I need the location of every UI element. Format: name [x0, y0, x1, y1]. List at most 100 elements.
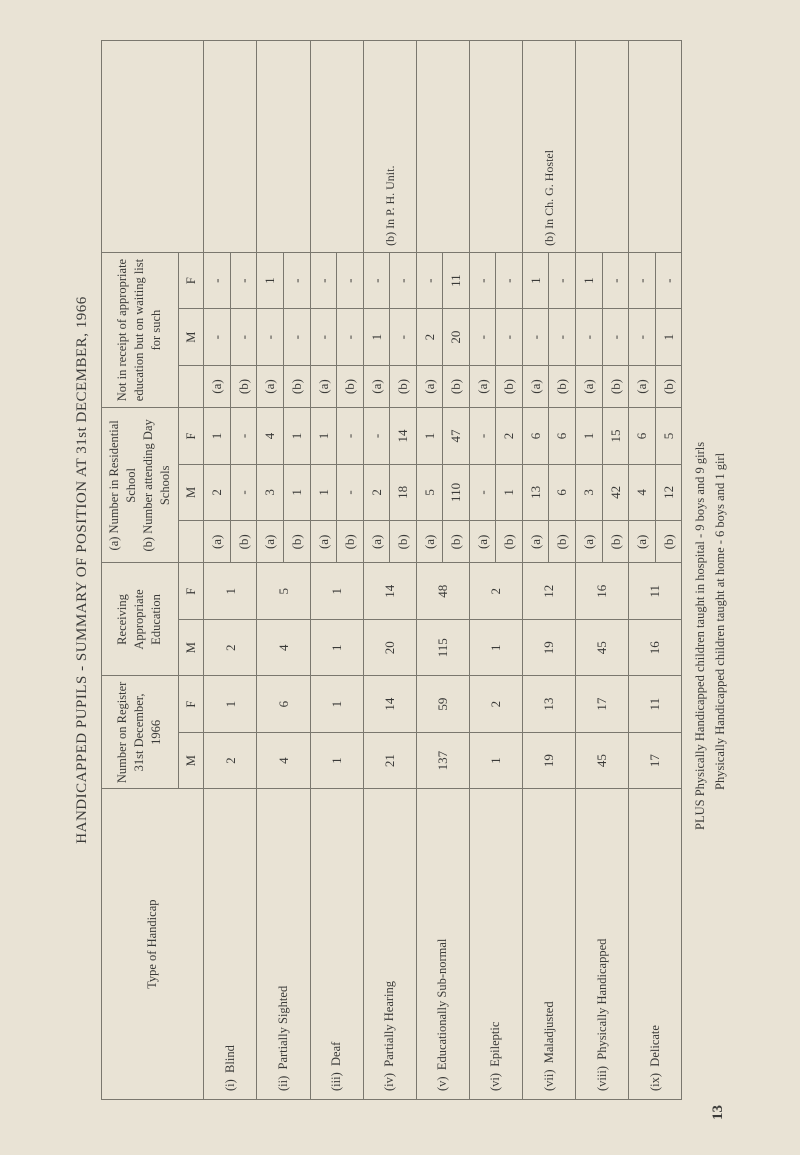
cell-ab: (a) — [522, 365, 549, 407]
cell: 115 — [416, 619, 469, 675]
table-row: (ii) Partially Sighted4645(a)34(a)-1 — [257, 41, 284, 1100]
col-register: Number on Register 31st December, 1966 — [102, 676, 179, 789]
cell-ab: (a) — [257, 365, 284, 407]
cell: - — [522, 309, 549, 365]
hdr-f: F — [178, 408, 204, 464]
hdr-m: M — [178, 309, 204, 365]
col-receiving: Receiving Appropriate Education — [102, 563, 179, 676]
cell: 21 — [363, 732, 416, 788]
cell: 16 — [576, 563, 629, 619]
cell: 1 — [310, 676, 363, 732]
table-row: (i) Blind2121(a)21(a)-- — [204, 41, 231, 1100]
cell: 17 — [576, 676, 629, 732]
table-row: (iv) Partially Hearing21142014(a)2-(a)1-… — [363, 41, 390, 1100]
page-title: HANDICAPPED PUPILS - SUMMARY OF POSITION… — [74, 40, 91, 1100]
cell: 15 — [602, 408, 629, 464]
cell: - — [469, 309, 496, 365]
cell: 1 — [310, 408, 337, 464]
cell-ab: (a) — [257, 521, 284, 563]
cell: - — [230, 464, 257, 520]
cell: 4 — [257, 619, 310, 675]
summary-table: Type of Handicap Number on Register 31st… — [101, 40, 682, 1100]
cell-note — [576, 41, 629, 253]
cell: 4 — [257, 732, 310, 788]
cell: 1 — [416, 408, 443, 464]
cell: 2 — [363, 464, 390, 520]
table-row: (viii) Physically Handicapped45174516(a)… — [576, 41, 603, 1100]
col-not-receipt: Not in receipt of appropriate education … — [102, 252, 179, 407]
cell-ab: (b) — [443, 521, 470, 563]
cell: 1 — [576, 408, 603, 464]
cell: 1 — [310, 464, 337, 520]
cell-note — [310, 41, 363, 253]
col-note — [102, 41, 204, 253]
cell: 6 — [549, 464, 576, 520]
cell: - — [390, 252, 417, 309]
cell: - — [257, 309, 284, 365]
cell: 12 — [655, 464, 682, 520]
cell: - — [416, 252, 443, 309]
cell: - — [469, 252, 496, 309]
cell: 6 — [629, 408, 656, 464]
col-number-in: (a) Number in Residential School (b) Num… — [102, 408, 179, 563]
col-number-in-a: (a) Number in Residential School — [107, 420, 138, 550]
cell-ab: (a) — [310, 365, 337, 407]
cell: - — [284, 309, 311, 365]
cell: 5 — [655, 408, 682, 464]
cell: 20 — [443, 309, 470, 365]
cell: 1 — [257, 252, 284, 309]
cell-ab: (a) — [629, 365, 656, 407]
table-row: (iii) Deaf1111(a)11(a)-- — [310, 41, 337, 1100]
cell: 1 — [310, 563, 363, 619]
col-type: Type of Handicap — [102, 789, 204, 1100]
cell: 13 — [522, 676, 575, 732]
cell: 1 — [310, 619, 363, 675]
cell: 110 — [443, 464, 470, 520]
cell: 1 — [576, 252, 603, 309]
cell: 2 — [416, 309, 443, 365]
cell-ab: (b) — [337, 365, 364, 407]
cell-ab: (a) — [310, 521, 337, 563]
cell: 2 — [469, 676, 522, 732]
cell: 20 — [363, 619, 416, 675]
cell: 2 — [204, 732, 257, 788]
cell-ab: (a) — [416, 521, 443, 563]
cell-type: (iii) Deaf — [310, 789, 363, 1100]
cell: - — [469, 464, 496, 520]
cell-ab: (a) — [469, 365, 496, 407]
hdr-m: M — [178, 619, 204, 675]
cell: - — [390, 309, 417, 365]
cell-ab: (b) — [655, 365, 682, 407]
cell: 1 — [655, 309, 682, 365]
cell-ab: (a) — [363, 365, 390, 407]
cell-ab: (a) — [363, 521, 390, 563]
hdr-blank — [178, 521, 204, 563]
cell-type: (ii) Partially Sighted — [257, 789, 310, 1100]
cell: 45 — [576, 732, 629, 788]
cell-note — [469, 41, 522, 253]
cell: 14 — [390, 408, 417, 464]
cell: - — [496, 309, 523, 365]
cell-type: (vi) Epileptic — [469, 789, 522, 1100]
cell: 2 — [204, 464, 231, 520]
cell: 14 — [363, 563, 416, 619]
cell: - — [230, 252, 257, 309]
cell-ab: (b) — [230, 521, 257, 563]
cell: - — [230, 309, 257, 365]
cell: 3 — [257, 464, 284, 520]
hdr-m: M — [178, 464, 204, 520]
cell: - — [310, 252, 337, 309]
footnote-line2: Physically Handicapped children taught a… — [710, 40, 730, 830]
cell: 48 — [416, 563, 469, 619]
cell: 4 — [257, 408, 284, 464]
cell: - — [310, 309, 337, 365]
cell: 1 — [284, 464, 311, 520]
cell-ab: (b) — [602, 521, 629, 563]
cell-ab: (b) — [655, 521, 682, 563]
cell: 19 — [522, 732, 575, 788]
page-number: 13 — [710, 1105, 727, 1120]
cell-type: (v) Educationally Sub-normal — [416, 789, 469, 1100]
cell: - — [576, 309, 603, 365]
cell-ab: (a) — [469, 521, 496, 563]
cell: 1 — [363, 309, 390, 365]
